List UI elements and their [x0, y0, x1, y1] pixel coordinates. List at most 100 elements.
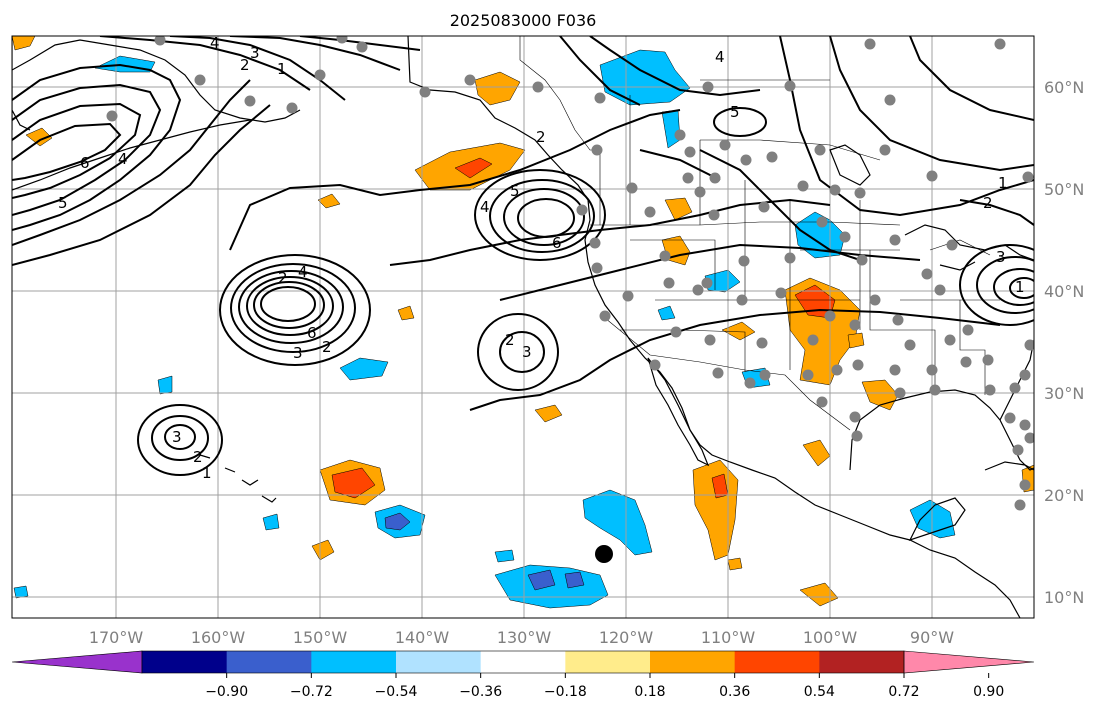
- lat-label-10n: 10°N: [1044, 588, 1084, 607]
- negative-anomaly-pacific-11n-core-2: [564, 571, 585, 589]
- contour-hawaii-ring-2: [151, 415, 209, 461]
- contour-broad-7: [829, 36, 1034, 172]
- contour-east-ring-1: [959, 244, 1034, 326]
- contour-label: 4: [480, 198, 490, 216]
- hawaii: [199, 454, 277, 503]
- negative-anomaly-california: [657, 305, 676, 321]
- contour-label: 2: [505, 331, 515, 349]
- baja-california: [647, 357, 710, 467]
- latitude-axis: 60°N 50°N 40°N 30°N 20°N 10°N: [1044, 78, 1084, 607]
- contour-east-ring-4: [1009, 277, 1034, 299]
- lat-label-60n: 60°N: [1044, 78, 1084, 97]
- contour-labels: 4 3 2 1 6 5 4 2 5 4 6 2 4 5 4 6 3 2 2 3 …: [58, 36, 1025, 482]
- colorbar-swatch: [565, 651, 651, 673]
- lat-label-30n: 30°N: [1044, 384, 1084, 403]
- lon-label-170w: 170°W: [89, 628, 144, 647]
- contour-label: 2: [278, 269, 288, 287]
- colorbar-tick-label: 0.36: [719, 684, 750, 700]
- positive-anomaly-small-1: [317, 193, 341, 209]
- great-lakes: [904, 224, 1034, 271]
- negative-anomaly-canada: [599, 49, 691, 106]
- contour-subtropic-ring-1: [477, 313, 559, 391]
- contour-low-pacific-ring-2: [230, 263, 356, 353]
- contour-label: 5: [730, 103, 740, 121]
- florida: [999, 419, 1034, 471]
- graticule: [12, 36, 1034, 618]
- positive-anomaly-topleft: [12, 36, 36, 51]
- contour-label: 4: [118, 150, 128, 168]
- colorbar-tick-label: −0.18: [544, 684, 587, 700]
- colorbar-tick-label: −0.54: [375, 684, 418, 700]
- negative-anomaly-small-pacific-1: [494, 549, 515, 563]
- colorbar-tick-label: −0.72: [290, 684, 333, 700]
- contour-bering-5: [12, 79, 251, 246]
- contour-low-pacific-ring-3: [238, 270, 344, 344]
- contour-label: 2: [193, 448, 203, 466]
- contour-label: 5: [510, 182, 520, 200]
- aleutians: [12, 119, 251, 191]
- colorbar-extend-high: [903, 650, 1035, 674]
- yucatan: [908, 497, 966, 542]
- station-markers: [106, 36, 1034, 511]
- contour-bering-6: [12, 104, 271, 266]
- contour-label: 3: [996, 248, 1006, 266]
- contour-broad-5: [559, 36, 761, 106]
- contour-bc-ring-3: [503, 188, 585, 246]
- contour-label: 2: [322, 338, 332, 356]
- map-title: 2025083000 F036: [450, 11, 597, 30]
- lon-label-90w: 90°W: [910, 628, 954, 647]
- colorbar-tick-label: −0.90: [205, 684, 248, 700]
- colorbar-swatches: [11, 650, 1035, 674]
- negative-anomaly-pacific-18n-core: [384, 512, 411, 531]
- negative-anomaly-small-pacific-3: [13, 585, 29, 599]
- positive-anomaly-pacific-27n: [534, 404, 563, 423]
- lon-label-120w: 120°W: [599, 628, 654, 647]
- positive-anomaly-hawaii-south: [311, 539, 335, 561]
- political-borders: [519, 36, 1000, 431]
- contour-bc-ring-2: [489, 179, 595, 253]
- colorbar-ticks: −0.90 −0.72 −0.54 −0.36 −0.18 0.18 0.36 0.54 0.7…: [205, 673, 1004, 700]
- lon-label-110w: 110°W: [701, 628, 756, 647]
- contour-label: 6: [307, 324, 317, 342]
- negative-anomaly-small-west: [157, 375, 173, 395]
- contour-label: 3: [293, 344, 303, 362]
- colorbar-swatch: [311, 651, 397, 673]
- colorbar-swatch: [142, 651, 228, 673]
- contour-bering-2: [12, 83, 162, 216]
- colorbar-tick-label: 0.54: [804, 684, 835, 700]
- positive-anomaly-gulf: [474, 71, 521, 106]
- contour-hawaii-ring-3: [164, 424, 196, 450]
- contour-broad-8: [639, 149, 861, 261]
- positive-anomaly-arizona: [721, 321, 756, 341]
- lat-label-20n: 20°N: [1044, 486, 1084, 505]
- contour-label: 2: [983, 194, 993, 212]
- contour-broad-2: [389, 198, 831, 266]
- contour-bc-ring-1: [474, 169, 606, 261]
- positive-anomaly-small-3: [727, 557, 743, 571]
- colorbar-swatch: [480, 651, 566, 673]
- lat-label-40n: 40°N: [1044, 282, 1084, 301]
- contour-label: 3: [250, 44, 260, 62]
- lon-label-100w: 100°W: [803, 628, 858, 647]
- positive-anomaly-southern: [799, 582, 839, 607]
- contour-low-pacific-ring-4: [246, 276, 334, 336]
- contour-label: 3: [522, 343, 532, 361]
- positive-anomaly-mississippi: [847, 332, 865, 349]
- contour-label: 1: [1015, 278, 1025, 296]
- contour-label: 1: [998, 174, 1008, 192]
- hudson-region: [829, 144, 871, 186]
- contour-low-pacific-ring-5: [253, 281, 325, 329]
- contour-label: 6: [80, 154, 90, 172]
- map-panel: 4 3 2 1 6 5 4 2 5 4 6 2 4 5 4 6 3 2 2 3 …: [12, 36, 1034, 618]
- contour-bering-3: [12, 102, 142, 199]
- contour-subtropic-ring-2: [499, 331, 545, 373]
- colorbar-swatch: [650, 651, 736, 673]
- contour-broad-6: [779, 36, 1034, 217]
- negative-anomaly-small-pacific-2: [262, 513, 280, 531]
- contour-label: 4: [715, 48, 725, 66]
- contour-east-ring-2: [976, 256, 1034, 314]
- contour-label: 2: [240, 56, 250, 74]
- colorbar-swatch: [226, 651, 312, 673]
- longitude-axis: 170°W 160°W 150°W 140°W 130°W 120°W 110°…: [89, 628, 954, 647]
